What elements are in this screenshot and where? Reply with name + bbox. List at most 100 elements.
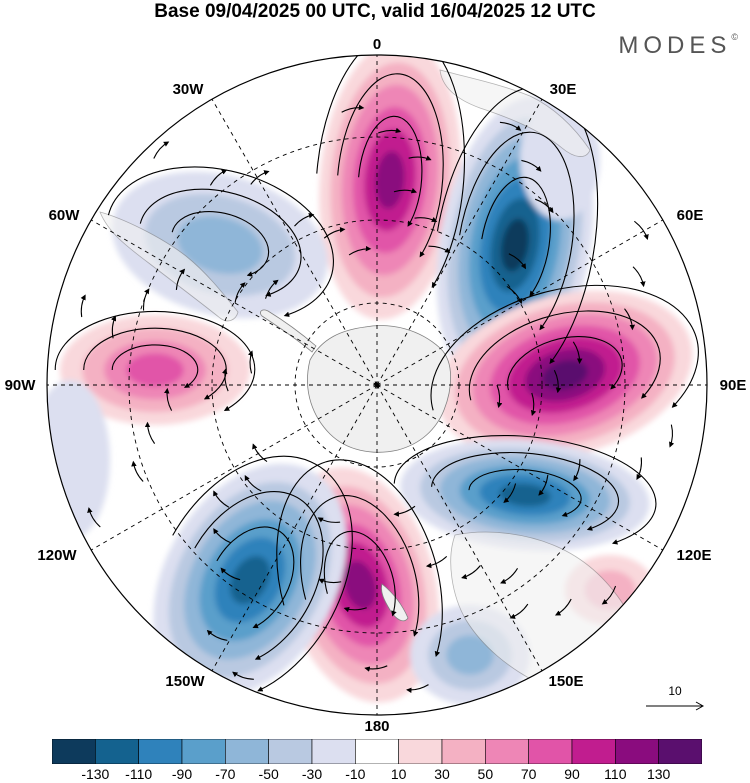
streamline-22 — [139, 188, 302, 297]
streamline-29 — [634, 220, 649, 241]
streamline-49 — [142, 288, 150, 311]
reference-vector-label: 10 — [668, 684, 682, 698]
streamline-69 — [425, 555, 448, 569]
lon-label-180: 180 — [364, 718, 390, 735]
colorbar-tick-label: -50 — [258, 766, 279, 782]
lon-label-0: 0 — [372, 36, 382, 53]
streamline-9 — [468, 468, 582, 517]
lon-label-90w: 90W — [4, 377, 36, 394]
colorbar-swatch-11 — [528, 739, 573, 764]
streamline-53 — [538, 474, 549, 496]
colorbar-tick-label: 50 — [477, 766, 494, 782]
lon-label-120w: 120W — [37, 547, 77, 564]
anomaly-contour-5-5 — [230, 556, 270, 604]
streamline-45 — [669, 424, 675, 448]
colorbar-swatch-14 — [658, 739, 702, 764]
streamline-41 — [222, 368, 229, 392]
streamline-1 — [337, 73, 444, 258]
brand-mark: © — [731, 32, 738, 42]
streamline-6 — [507, 336, 623, 391]
streamline-65 — [250, 170, 270, 185]
streamline-27 — [500, 568, 519, 584]
streamline-61 — [554, 598, 572, 616]
meridian-150 — [376, 384, 543, 672]
streamline-17 — [172, 455, 353, 692]
anomaly-contour-7-2 — [177, 216, 263, 274]
antarctic-peninsula — [260, 309, 317, 353]
anomaly-field — [47, 55, 693, 705]
streamline-51 — [232, 671, 254, 680]
lon-label-90e: 90E — [719, 377, 747, 394]
colorbar-tick-label: -70 — [215, 766, 236, 782]
colorbar-tick-label: -30 — [301, 766, 323, 782]
colorbar-swatch-3 — [181, 739, 226, 764]
streamline-44 — [209, 169, 228, 186]
colorbar-tick-label: 130 — [646, 766, 671, 782]
meridian-330 — [211, 98, 378, 386]
streamline-18 — [111, 344, 199, 388]
streamline-64 — [318, 578, 342, 584]
colorbar-swatch-9 — [441, 739, 486, 764]
streamline-55 — [521, 159, 542, 172]
anomaly-contour-3-5 — [499, 483, 551, 507]
streamline-74 — [503, 483, 517, 503]
landmass — [99, 69, 643, 699]
streamline-32 — [573, 459, 581, 482]
colorbar-tick-label: 30 — [434, 766, 450, 782]
colorbar-tick-label: 10 — [390, 766, 407, 782]
streamline-12 — [323, 530, 397, 617]
streamline-40 — [601, 585, 617, 605]
brand-name: MODES — [618, 32, 732, 59]
meridian-300 — [90, 219, 378, 386]
colorbar-tick-label: 70 — [520, 766, 537, 782]
colorbar-swatch-0 — [52, 739, 96, 764]
colorbar-tick-label: -10 — [345, 766, 366, 782]
streamline-25 — [244, 474, 262, 492]
streamline-14 — [276, 459, 443, 657]
streamline-70 — [175, 268, 186, 290]
streamline-79 — [530, 392, 537, 416]
streamline-30 — [317, 517, 341, 523]
lon-label-60w: 60W — [48, 207, 80, 224]
anomaly-contour-6-3 — [126, 353, 184, 387]
map-boundary — [46, 54, 708, 716]
streamline-23 — [107, 166, 334, 317]
colorbar-ticks: -130 -110 -90 -70 -50 -30 -10 10 30 50 70 90 110 130 — [0, 764, 750, 783]
streamline-28 — [111, 315, 117, 339]
streamline-42 — [508, 253, 526, 270]
south-america — [99, 211, 239, 322]
reference-arrow — [646, 701, 705, 711]
streamline-78 — [153, 141, 170, 159]
colorbar-tick-label: -110 — [125, 766, 153, 782]
colorbar-swatch-13 — [615, 739, 659, 764]
streamline-2 — [316, 55, 466, 288]
streamline-68 — [428, 245, 451, 254]
streamline-4 — [459, 131, 575, 331]
streamline-52 — [323, 226, 346, 239]
streamline-16 — [194, 491, 324, 660]
streamline-58 — [553, 370, 562, 394]
streamline-0 — [358, 115, 423, 227]
anomaly-contour-4-5 — [343, 560, 377, 610]
streamline-8 — [430, 284, 699, 411]
lon-label-30w: 30W — [172, 81, 204, 98]
streamline-57 — [264, 279, 279, 299]
colorbar-swatch-10 — [485, 739, 529, 764]
streamline-34 — [499, 121, 522, 131]
meridian-120 — [376, 384, 664, 551]
streamline-13 — [300, 495, 420, 637]
colorbar-tick-label: 110 — [604, 766, 627, 782]
streamline-36 — [234, 282, 246, 303]
streamline-15 — [216, 526, 295, 629]
brand-logo: MODES© — [618, 32, 738, 60]
anomaly-contour-1-6 — [501, 218, 529, 272]
streamline-24 — [496, 384, 503, 409]
streamline-82 — [509, 603, 529, 619]
meridian-240 — [90, 384, 378, 551]
streamline-71 — [624, 308, 636, 331]
streamline-46 — [252, 443, 268, 462]
streamline-75 — [164, 387, 173, 411]
streamline-62 — [247, 350, 254, 374]
streamline-60 — [378, 127, 402, 134]
colorbar-tick-label: -90 — [171, 766, 193, 782]
